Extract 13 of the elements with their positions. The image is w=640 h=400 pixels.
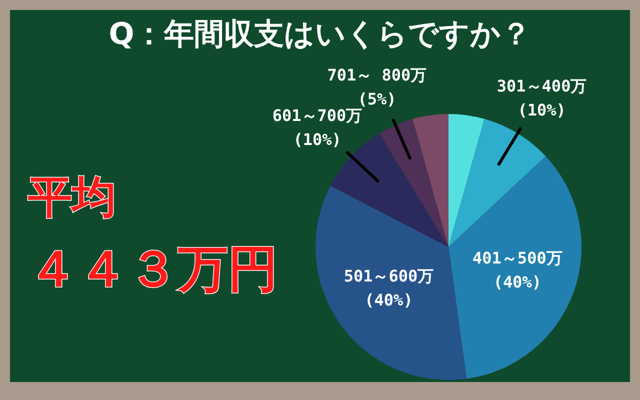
slice-label: 301～400万 bbox=[496, 76, 587, 96]
data-label: (40%) bbox=[493, 272, 542, 292]
slice-label: 401～500万 bbox=[472, 248, 562, 268]
data-label: (5%) bbox=[358, 90, 396, 109]
text: ４４３万円 bbox=[28, 239, 278, 300]
data-label: (40%) bbox=[364, 290, 413, 310]
data-label: (10%) bbox=[293, 130, 342, 150]
slice-label: 601～700万 bbox=[272, 106, 362, 126]
chart-title: Q：年間収支はいくらですか？ bbox=[108, 16, 532, 54]
text: 平均 bbox=[28, 171, 116, 225]
slice-label: 701～ 800万 bbox=[327, 66, 427, 85]
data-label: (10%) bbox=[518, 100, 566, 120]
slice-label: 501～600万 bbox=[344, 266, 434, 286]
